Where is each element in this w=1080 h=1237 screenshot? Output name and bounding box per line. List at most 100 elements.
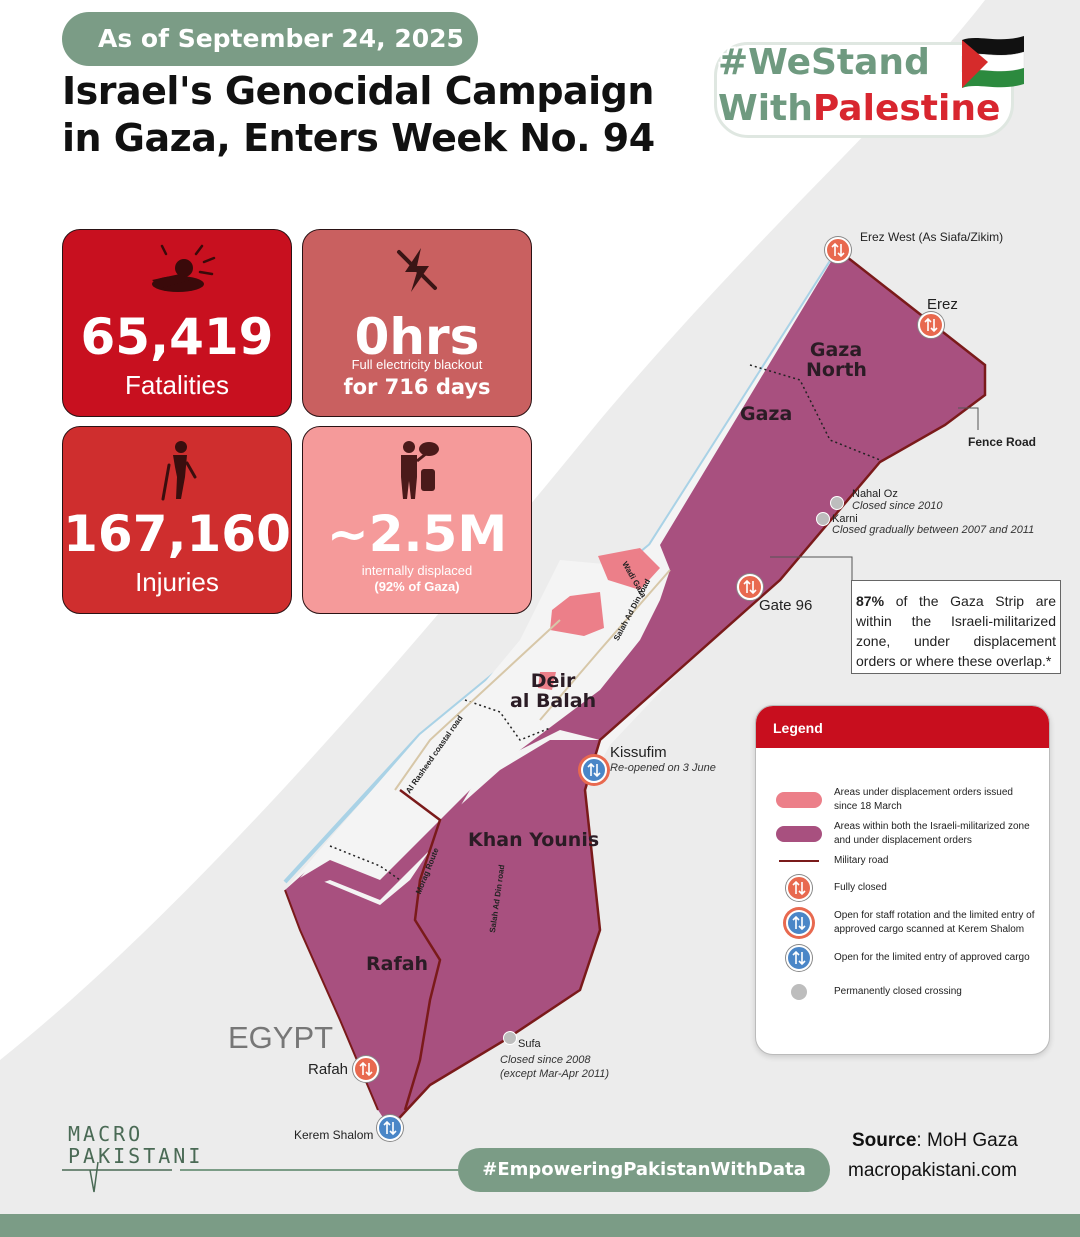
governorate-boundary-3 [329, 845, 401, 881]
footer-bar [0, 1214, 1080, 1237]
legend-item-label: Areas within both the Israeli-militarize… [834, 821, 1030, 846]
legend-item-label: Fully closed [834, 882, 887, 893]
legend-item-displacement: Areas under displacement orders issued s… [776, 786, 1037, 814]
crossing-open-icon [786, 945, 812, 971]
page-title: Israel's Genocidal Campaign in Gaza, Ent… [62, 68, 702, 162]
map-legend: Legend Areas under displacement orders i… [755, 705, 1050, 1055]
crossing-staff-icon [786, 910, 812, 936]
callout-text: of the Gaza Strip are within the Israeli… [856, 593, 1056, 669]
label-nahal-oz-note: Closed since 2010 [852, 500, 943, 512]
arrows-icon [359, 1061, 373, 1077]
palestine-flag-icon [961, 36, 1025, 88]
website-link[interactable]: macropakistani.com [848, 1160, 1017, 1181]
source-line: Source: MoH Gaza [852, 1130, 1018, 1152]
governorate-boundary-1 [749, 364, 881, 461]
callout-percent: 87% [856, 593, 885, 609]
label-fence-road: Fence Road [968, 435, 1037, 449]
military-road-morag [399, 789, 442, 1111]
label-karni: Karni [832, 513, 858, 525]
rafah-crossing-marker [353, 1056, 379, 1082]
fatalities-value: 65,419 [80, 308, 274, 366]
region-gaza-north-label: Gaza North [806, 339, 867, 381]
militarized-zone-callout: 87% of the Gaza Strip are within the Isr… [851, 580, 1061, 674]
kerem-shalom-marker [377, 1115, 403, 1141]
logo-text-line-1: MACRO [68, 1122, 144, 1146]
injured-person-icon [63, 240, 291, 306]
legend-item-label: Areas under displacement orders issued s… [834, 787, 1013, 812]
title-line-1: Israel's Genocidal Campaign [62, 69, 654, 113]
hashtag-palestine: Palestine [812, 88, 1001, 129]
region-deir-line-1: Deir [530, 670, 576, 692]
arrows-icon [743, 579, 757, 595]
label-sufa: Sufa [518, 1038, 541, 1050]
displacement-zone-deir [550, 592, 604, 636]
macro-pakistani-logo [62, 1161, 172, 1193]
legend-item-limited-entry: Open for the limited entry of approved c… [776, 945, 1037, 971]
source-label: Source [852, 1130, 917, 1151]
hashtag-with: With [718, 88, 813, 129]
label-kissufim: Kissufim [610, 744, 667, 761]
region-gaza: Gaza [740, 403, 793, 425]
label-erez-west: Erez West (As Siafa/Zikim) [860, 230, 1004, 244]
erez-west-marker [825, 237, 851, 263]
electricity-value: 0hrs [354, 308, 480, 366]
displacement-zone-wadi [598, 548, 660, 590]
legend-item-military-road: Military road [776, 854, 1037, 868]
gate96-marker [737, 574, 763, 600]
injuries-value: 167,160 [63, 505, 291, 563]
logo-text-line-2: PAKISTANI [68, 1144, 204, 1168]
crossing-closed-icon [786, 875, 812, 901]
injuries-label: Injuries [135, 567, 219, 597]
crutch-person-icon [63, 437, 291, 503]
gray-dot-icon [791, 984, 807, 1000]
label-egypt: EGYPT [228, 1020, 334, 1055]
hashtag-line-1: #WeStand [718, 42, 930, 83]
arrows-icon [831, 242, 845, 258]
legend-title: Legend [756, 706, 1049, 748]
militarized-zone-south [285, 740, 600, 1128]
erez-marker [918, 312, 944, 338]
pink-area-swatch [776, 792, 822, 808]
coastal-road-line [394, 619, 561, 791]
label-gate96: Gate 96 [759, 597, 813, 614]
hashtag-text: #WeStand WithPalestine [718, 40, 1018, 132]
salah-ad-din-road-line [539, 569, 671, 721]
arrows-icon [383, 1120, 397, 1136]
date-badge: As of September 24, 2025 [62, 12, 478, 66]
purple-area-swatch [776, 826, 822, 842]
nahal-oz-marker [830, 496, 844, 510]
electricity-card: 0hrs Full electricity blackout for 716 d… [302, 229, 532, 417]
legend-item-fully-closed: Fully closed [776, 875, 1037, 901]
fatalities-card: 65,419 Fatalities [62, 229, 292, 417]
military-road-east [389, 249, 987, 1129]
open-area-center [300, 560, 670, 880]
injuries-card: 167,160 Injuries [62, 426, 292, 614]
displaced-value: ~2.5M [326, 505, 508, 563]
power-off-icon [303, 240, 531, 306]
legend-item-label: Open for staff rotation and the limited … [834, 910, 1035, 935]
fence-road-connector [958, 407, 979, 430]
electricity-days: for 716 days [343, 375, 491, 399]
title-line-2: in Gaza, Enters Week No. 94 [62, 116, 655, 160]
region-gaza-north: Gaza North [806, 339, 867, 381]
label-sufa-note-1: Closed since 2008 [500, 1054, 591, 1066]
callout-connector [770, 556, 853, 580]
military-road-line [779, 859, 819, 863]
electricity-note: Full electricity blackout [351, 357, 483, 372]
legend-item-label: Permanently closed crossing [834, 986, 962, 997]
region-deir-al-balah: Deir al Balah [510, 671, 596, 711]
label-nahal-oz: Nahal Oz [852, 488, 898, 500]
label-sufa-note-2: (except Mar-Apr 2011) [500, 1068, 610, 1080]
label-kerem-shalom: Kerem Shalom [294, 1128, 374, 1142]
displaced-percent: (92% of Gaza) [374, 579, 460, 594]
fatalities-label: Fatalities [124, 370, 230, 400]
footer-divider [180, 1169, 460, 1171]
displacement-zone-small [538, 672, 556, 690]
legend-item-staff-rotation: Open for staff rotation and the limited … [776, 909, 1037, 937]
source-value: : MoH Gaza [916, 1130, 1018, 1151]
label-karni-note: Closed gradually between 2007 and 2011 [832, 524, 1035, 536]
label-kissufim-note: Re-opened on 3 June [610, 762, 716, 774]
arrows-icon [587, 762, 601, 778]
legend-item-label: Military road [834, 855, 889, 866]
